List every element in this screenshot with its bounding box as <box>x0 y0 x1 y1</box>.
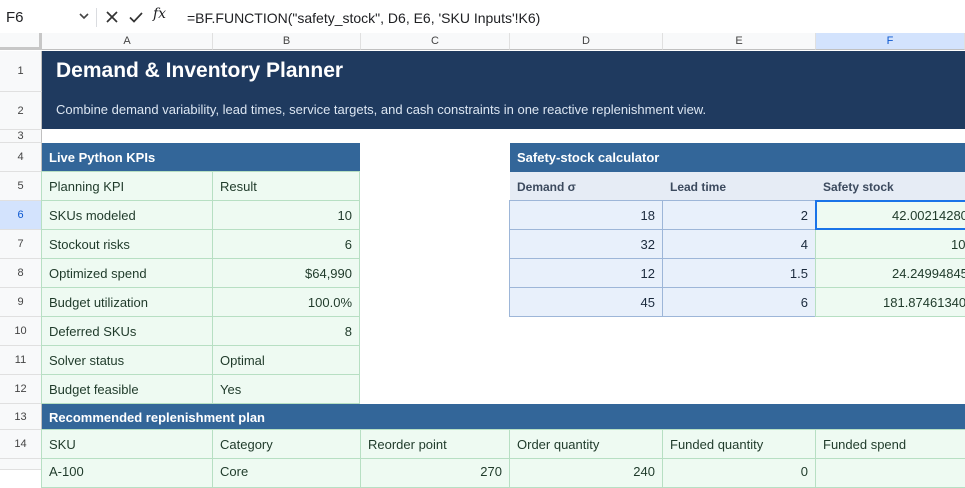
safety-header-stock[interactable]: Safety stock <box>816 172 965 201</box>
row-header[interactable]: 4 <box>0 143 42 172</box>
kpi-label[interactable]: Budget feasible <box>41 374 213 404</box>
column-header-b[interactable]: B <box>213 33 361 50</box>
safety-stock-cell[interactable]: 42.00214280 <box>815 200 965 230</box>
plan-cell-order-qty[interactable]: 240 <box>509 458 663 488</box>
kpi-value[interactable]: 8 <box>212 316 360 346</box>
plan-header-funded-spend[interactable]: Funded spend <box>815 429 965 459</box>
select-all-corner[interactable] <box>0 33 42 50</box>
kpi-label[interactable]: Optimized spend <box>41 258 213 288</box>
kpi-value[interactable]: 10 <box>212 200 360 230</box>
row-header[interactable]: 10 <box>0 317 42 346</box>
safety-lead-cell[interactable]: 2 <box>662 200 816 230</box>
column-header-c[interactable]: C <box>361 33 510 50</box>
title-banner <box>42 51 965 129</box>
row-header[interactable]: 9 <box>0 288 42 317</box>
kpi-label[interactable]: Deferred SKUs <box>41 316 213 346</box>
row-header[interactable]: 14 <box>0 430 42 459</box>
safety-stock-cell[interactable]: 181.8746134016 <box>815 287 965 317</box>
plan-header-sku[interactable]: SKU <box>41 429 213 459</box>
plan-cell-funded-qty[interactable]: 0 <box>662 458 816 488</box>
plan-header-order-qty[interactable]: Order quantity <box>509 429 663 459</box>
row-header[interactable]: 5 <box>0 172 42 201</box>
plan-cell-sku[interactable]: A-100 <box>41 458 213 488</box>
check-icon[interactable] <box>128 9 144 25</box>
row-header[interactable]: 3 <box>0 130 42 143</box>
kpi-label[interactable]: Stockout risks <box>41 229 213 259</box>
kpi-label[interactable]: Solver status <box>41 345 213 375</box>
function-icon[interactable]: fx <box>153 6 167 22</box>
row-header[interactable]: 13 <box>0 404 42 430</box>
plan-cell-reorder[interactable]: 270 <box>360 458 510 488</box>
formula-bar-divider <box>96 8 97 27</box>
safety-stock-cell[interactable]: 105.28 <box>815 229 965 259</box>
formula-input[interactable]: =BF.FUNCTION("safety_stock", D6, E6, 'SK… <box>187 10 541 26</box>
row-header[interactable] <box>0 459 42 470</box>
kpi-value[interactable]: Optimal <box>212 345 360 375</box>
row-header[interactable]: 1 <box>0 51 42 92</box>
kpi-label[interactable]: Budget utilization <box>41 287 213 317</box>
column-header-d[interactable]: D <box>510 33 663 50</box>
safety-demand-cell[interactable]: 45 <box>509 287 663 317</box>
safety-demand-cell[interactable]: 12 <box>509 258 663 288</box>
safety-demand-cell[interactable]: 32 <box>509 229 663 259</box>
safety-lead-cell[interactable]: 1.5 <box>662 258 816 288</box>
safety-header-lead[interactable]: Lead time <box>663 172 816 201</box>
safety-lead-cell[interactable]: 6 <box>662 287 816 317</box>
kpi-value[interactable]: Yes <box>212 374 360 404</box>
row-header[interactable]: 8 <box>0 259 42 288</box>
plan-header-category[interactable]: Category <box>212 429 361 459</box>
kpi-label[interactable]: SKUs modeled <box>41 200 213 230</box>
column-header-f[interactable]: F <box>816 33 965 50</box>
row-header[interactable]: 2 <box>0 92 42 130</box>
safety-lead-cell[interactable]: 4 <box>662 229 816 259</box>
column-header-e[interactable]: E <box>663 33 816 50</box>
row-header[interactable]: 12 <box>0 375 42 404</box>
formula-bar: F6 fx =BF.FUNCTION("safety_stock", D6, E… <box>0 0 965 34</box>
plan-cell-category[interactable]: Core <box>212 458 361 488</box>
cancel-icon[interactable] <box>104 9 120 25</box>
row-header[interactable]: 7 <box>0 230 42 259</box>
plan-header-funded-qty[interactable]: Funded quantity <box>662 429 816 459</box>
safety-demand-cell[interactable]: 18 <box>509 200 663 230</box>
kpi-value[interactable]: $64,990 <box>212 258 360 288</box>
row-header[interactable]: 11 <box>0 346 42 375</box>
kpi-header-label[interactable]: Planning KPI <box>41 171 213 201</box>
page-subtitle: Combine demand variability, lead times, … <box>56 102 707 117</box>
safety-stock-cell[interactable]: 24.24994845 <box>815 258 965 288</box>
plan-header-reorder[interactable]: Reorder point <box>360 429 510 459</box>
kpi-value[interactable]: 100.0% <box>212 287 360 317</box>
chevron-down-icon[interactable] <box>78 10 90 22</box>
kpi-section-title: Live Python KPIs <box>42 143 360 172</box>
plan-cell-funded-spend[interactable] <box>815 458 965 488</box>
safety-header-demand[interactable]: Demand σ <box>510 172 663 201</box>
name-box[interactable]: F6 <box>6 9 24 26</box>
page-title: Demand & Inventory Planner <box>56 59 344 82</box>
kpi-header-result[interactable]: Result <box>212 171 360 201</box>
plan-section-title: Recommended replenishment plan <box>42 404 965 430</box>
safety-section-title: Safety-stock calculator <box>510 143 965 172</box>
kpi-value[interactable]: 6 <box>212 229 360 259</box>
column-header-a[interactable]: A <box>42 33 213 50</box>
row-header[interactable]: 6 <box>0 201 42 230</box>
